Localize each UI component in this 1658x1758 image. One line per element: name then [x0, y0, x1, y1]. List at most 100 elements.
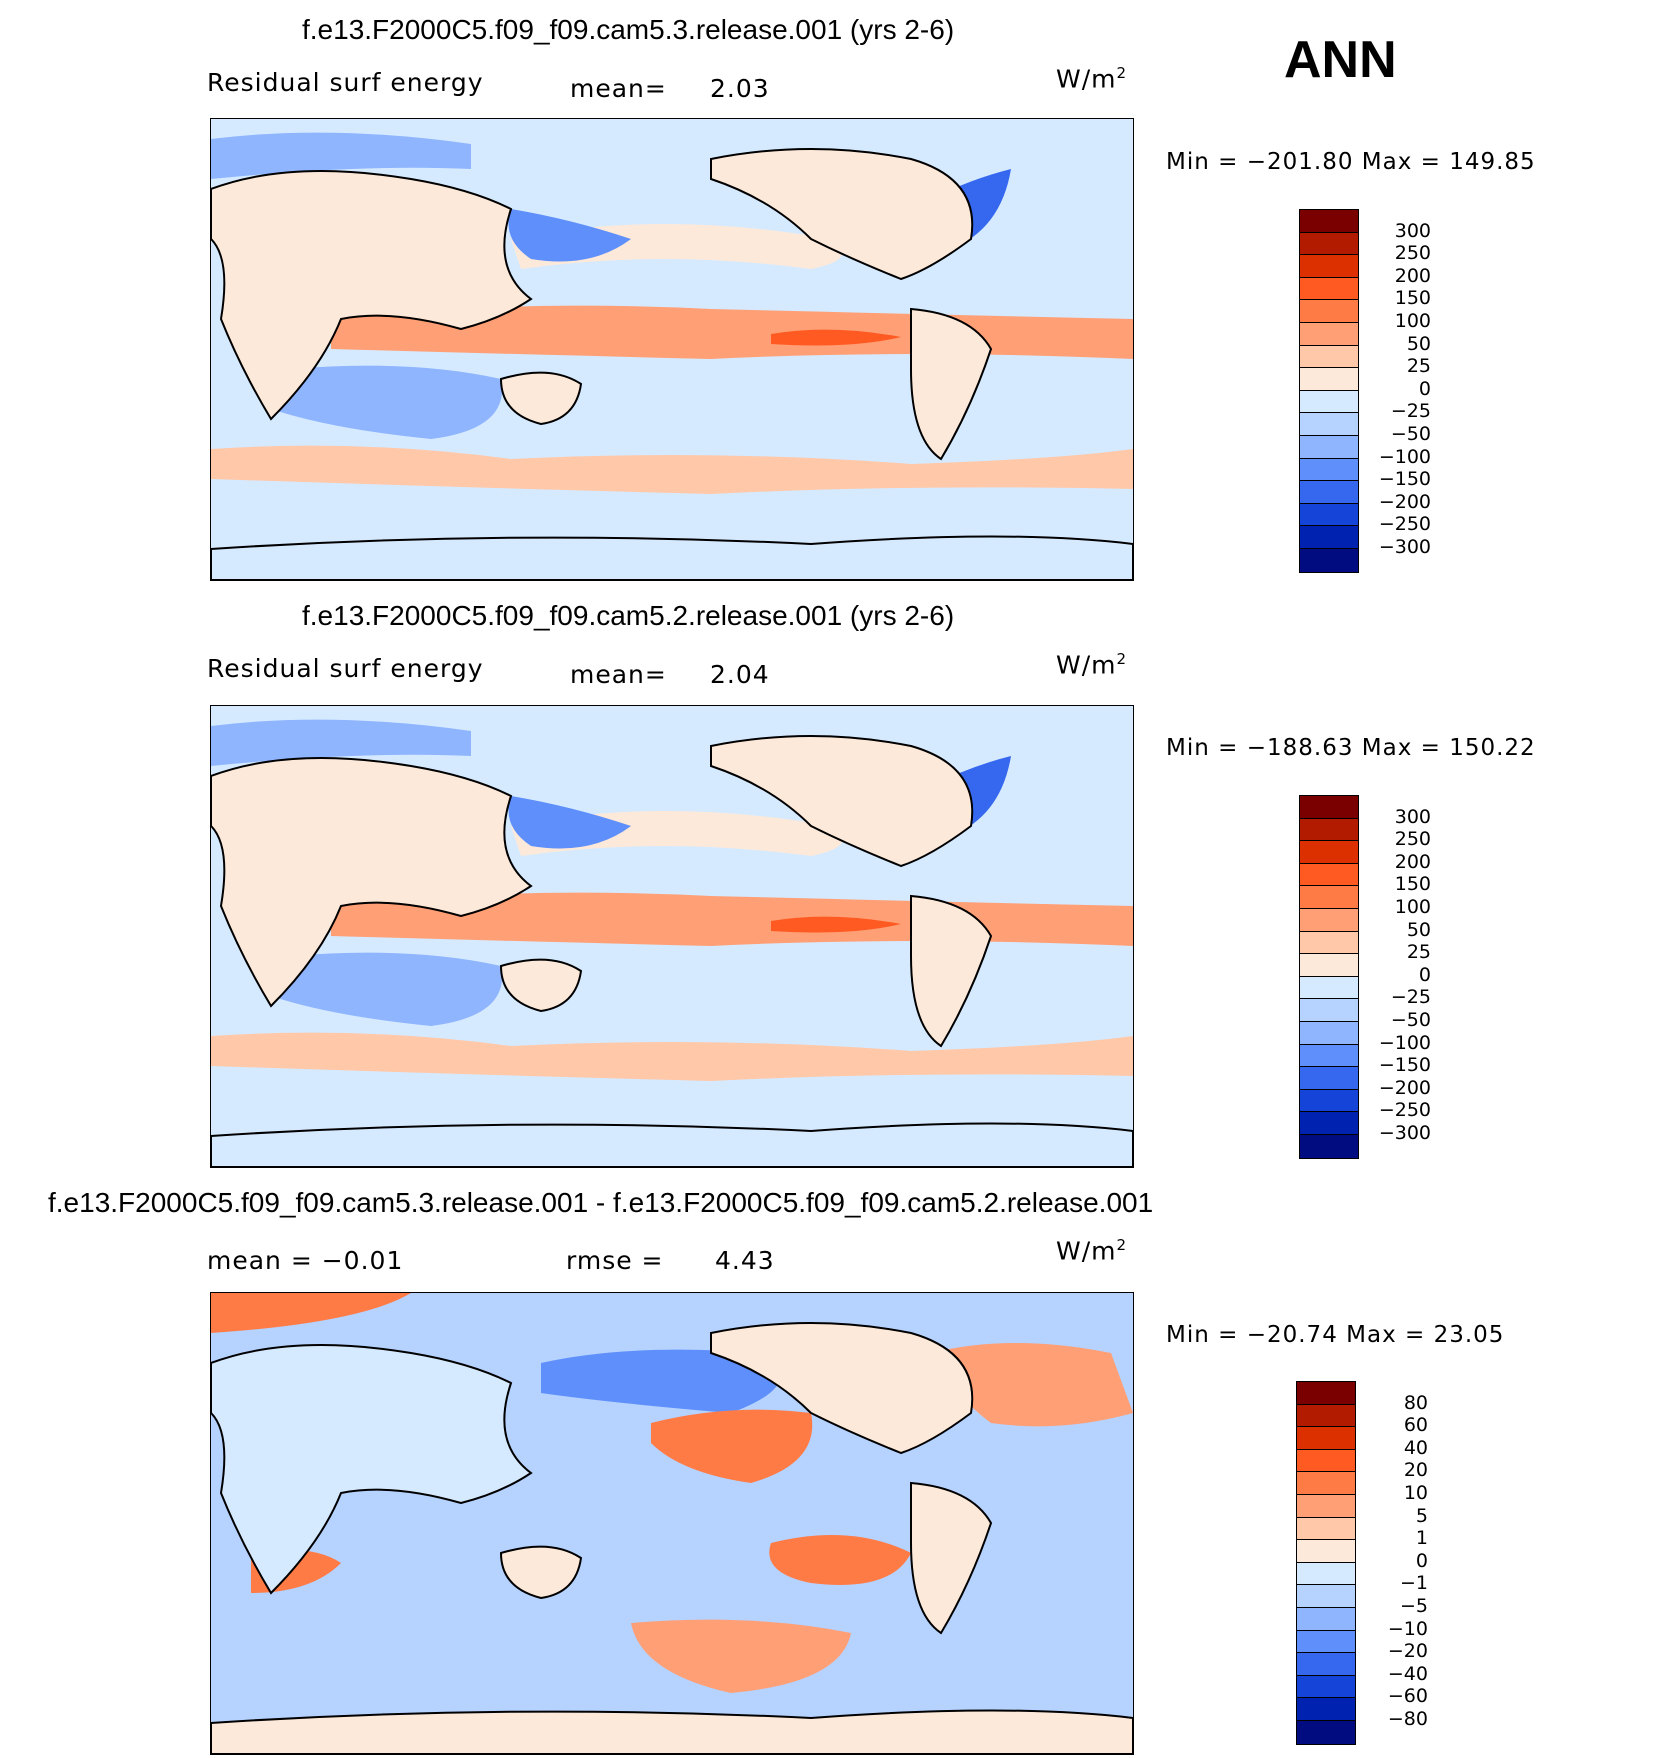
colorbar-swatch	[1300, 255, 1358, 278]
colorbar-swatch	[1300, 1112, 1358, 1135]
panel-1-mean-label: mean=	[570, 74, 667, 103]
panel-1-units-base: W/m	[1056, 64, 1117, 94]
colorbar-swatch	[1297, 1472, 1355, 1495]
colorbar-swatch	[1297, 1585, 1355, 1608]
colorbar-swatch	[1297, 1720, 1355, 1744]
colorbar-tick-label: 25	[1406, 941, 1431, 964]
panel-3-units-sup: 2	[1116, 1236, 1128, 1254]
spac-warm	[769, 1535, 911, 1585]
colorbar-tick-label: 0	[1415, 1549, 1428, 1572]
panel-3-units: W/m2	[1056, 1236, 1127, 1265]
south-america	[910, 894, 993, 1048]
panel-1-units-sup: 2	[1116, 64, 1128, 82]
panel-2-title: f.e13.F2000C5.f09_f09.cam5.2.release.001…	[302, 600, 955, 631]
sio-blue	[271, 952, 503, 1026]
colorbar-tick-label: 100	[1394, 310, 1431, 332]
colorbar-tick-label: 20	[1403, 1459, 1428, 1482]
panel-1-minmax: Min = −201.80 Max = 149.85	[1166, 149, 1536, 175]
colorbar-swatch	[1300, 390, 1358, 414]
colorbar-tick-label: 50	[1406, 918, 1431, 941]
panel-2-mean-value: 2.04	[710, 660, 770, 689]
colorbar-tick-label: −50	[1390, 1009, 1431, 1031]
colorbar-swatch	[1300, 1044, 1358, 1068]
colorbar-swatch	[1297, 1517, 1355, 1541]
colorbar-tick-label: 150	[1394, 287, 1431, 310]
colorbar-swatch	[1300, 232, 1358, 256]
colorbar-swatch	[1300, 300, 1358, 323]
colorbar-tick-label: 150	[1394, 873, 1431, 896]
sio-blue	[271, 365, 503, 439]
colorbar-tick-label: −250	[1378, 1099, 1431, 1122]
colorbar-tick-label: −80	[1387, 1708, 1428, 1730]
colorbar-swatch	[1300, 548, 1358, 572]
colorbar-swatch	[1300, 481, 1358, 504]
panel-2-units-sup: 2	[1116, 650, 1128, 668]
panel-3-minmax: Min = −20.74 Max = 23.05	[1166, 1322, 1505, 1348]
colorbar-tick-label: 0	[1418, 963, 1431, 986]
arctic-warm	[211, 1293, 411, 1333]
panel-2-variable-label: Residual surf energy	[207, 654, 484, 683]
panel-2-map-svg	[211, 706, 1133, 1167]
colorbar-swatch	[1300, 1089, 1358, 1113]
colorbar-swatch	[1300, 277, 1358, 301]
colorbar-swatch	[1300, 210, 1358, 233]
panel-3-rmse-value: 4.43	[715, 1246, 775, 1275]
colorbar-tick-label: 200	[1394, 850, 1431, 873]
colorbar-tick-label: 1	[1415, 1527, 1428, 1550]
colorbar-tick-label: −25	[1390, 986, 1431, 1009]
colorbar-swatch	[1300, 526, 1358, 549]
colorbar-swatch	[1297, 1427, 1355, 1450]
colorbar-swatch	[1297, 1494, 1355, 1518]
colorbar-tick-label: 5	[1415, 1504, 1428, 1527]
panel-2-units: W/m2	[1056, 650, 1127, 679]
colorbar-swatch	[1297, 1382, 1355, 1405]
colorbar-tick-label: −5	[1399, 1595, 1428, 1617]
colorbar-swatch	[1300, 999, 1358, 1022]
arctic-band	[211, 719, 471, 766]
colorbar-swatch	[1300, 931, 1358, 955]
panel-3-map-svg	[211, 1293, 1133, 1754]
colorbar-swatch	[1300, 908, 1358, 932]
panel-1-map-svg	[211, 119, 1133, 580]
kuroshio-blue	[508, 209, 631, 262]
south-america	[910, 1481, 993, 1635]
panel-2-minmax: Min = −188.63 Max = 150.22	[1166, 735, 1536, 761]
panel-2-units-base: W/m	[1056, 650, 1117, 680]
colorbar-tick-label: 60	[1403, 1414, 1428, 1437]
panel-3-mean-label: mean = −0.01	[207, 1246, 404, 1275]
npac-warm	[651, 1409, 813, 1483]
colorbar-swatch	[1297, 1630, 1355, 1654]
colorbar-swatch	[1300, 322, 1358, 346]
colorbar-swatch	[1300, 1067, 1358, 1090]
colorbar-swatch	[1300, 368, 1358, 391]
season-label: ANN	[1284, 31, 1397, 89]
colorbar-tick-label: 250	[1394, 828, 1431, 851]
colorbar-swatch	[1300, 1021, 1358, 1045]
colorbar-swatch	[1300, 841, 1358, 864]
colorbar-tick-label: −200	[1378, 490, 1431, 513]
tropical-core	[771, 329, 901, 346]
colorbar-tick-label: −25	[1390, 400, 1431, 423]
colorbar-swatch	[1297, 1675, 1355, 1699]
colorbar-tick-label: 50	[1406, 332, 1431, 355]
tropical-core	[771, 916, 901, 933]
eurasia-africa	[211, 170, 533, 421]
colorbar-swatch	[1300, 458, 1358, 482]
colorbar-tick-label: 0	[1418, 377, 1431, 400]
antarctica	[211, 535, 1133, 580]
colorbar-swatch	[1300, 818, 1358, 842]
colorbar-swatch	[1300, 886, 1358, 909]
colorbar-tick-label: −150	[1378, 468, 1431, 491]
colorbar-tick-label: −50	[1390, 423, 1431, 445]
eurasia-africa	[211, 757, 533, 1008]
arctic-band	[211, 132, 471, 179]
panel-1-variable-label: Residual surf energy	[207, 68, 484, 97]
panel-1-title: f.e13.F2000C5.f09_f09.cam5.3.release.001…	[302, 14, 955, 45]
colorbar-swatch	[1300, 503, 1358, 527]
panel-3-map	[210, 1292, 1134, 1755]
colorbar-swatch	[1297, 1540, 1355, 1563]
colorbar-tick-label: 10	[1403, 1482, 1428, 1504]
colorbar-tick-label: −20	[1387, 1640, 1428, 1663]
colorbar-tick-label: 200	[1394, 264, 1431, 287]
panel-1-colorbar	[1299, 209, 1359, 573]
